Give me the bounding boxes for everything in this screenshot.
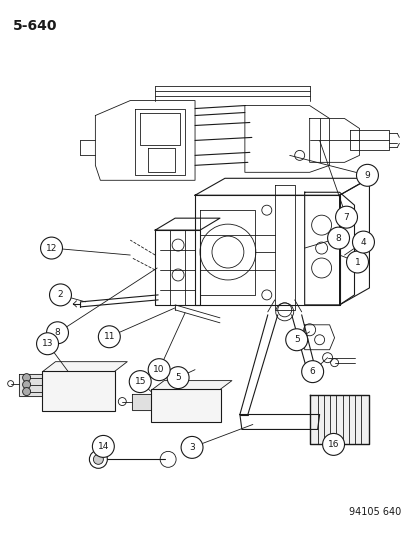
Text: 16: 16 <box>327 440 339 449</box>
Circle shape <box>23 374 31 382</box>
Text: 11: 11 <box>103 332 115 341</box>
Circle shape <box>346 251 368 273</box>
Circle shape <box>327 227 349 249</box>
Polygon shape <box>309 394 368 445</box>
Text: 7: 7 <box>343 213 349 222</box>
Circle shape <box>148 359 170 381</box>
Text: 8: 8 <box>335 233 341 243</box>
Circle shape <box>50 284 71 306</box>
Circle shape <box>36 333 58 354</box>
Circle shape <box>180 437 202 458</box>
Text: 5: 5 <box>175 373 180 382</box>
Circle shape <box>322 433 344 455</box>
Circle shape <box>46 322 68 344</box>
Circle shape <box>23 381 31 389</box>
Circle shape <box>98 326 120 348</box>
Text: 1: 1 <box>354 257 359 266</box>
Circle shape <box>301 361 323 383</box>
Circle shape <box>335 206 357 228</box>
Text: 8: 8 <box>55 328 60 337</box>
FancyBboxPatch shape <box>41 370 115 410</box>
Text: 13: 13 <box>42 339 53 348</box>
Circle shape <box>93 454 103 464</box>
Circle shape <box>129 370 151 393</box>
Text: 2: 2 <box>57 290 63 300</box>
Text: 10: 10 <box>153 365 164 374</box>
Circle shape <box>23 387 31 395</box>
Text: 6: 6 <box>309 367 315 376</box>
Text: 9: 9 <box>364 171 370 180</box>
Circle shape <box>351 231 373 253</box>
Text: 15: 15 <box>134 377 146 386</box>
Circle shape <box>92 435 114 457</box>
Polygon shape <box>19 374 43 395</box>
Text: 5: 5 <box>293 335 299 344</box>
Circle shape <box>356 164 377 186</box>
Polygon shape <box>132 393 152 409</box>
Text: 94105 640: 94105 640 <box>348 507 400 517</box>
Circle shape <box>40 237 62 259</box>
Polygon shape <box>43 362 127 372</box>
FancyBboxPatch shape <box>151 389 221 423</box>
Text: 12: 12 <box>46 244 57 253</box>
Text: 3: 3 <box>189 443 195 452</box>
Text: 14: 14 <box>97 442 109 451</box>
Circle shape <box>285 329 307 351</box>
Polygon shape <box>152 381 231 390</box>
Text: 5-640: 5-640 <box>13 19 57 33</box>
Text: 4: 4 <box>360 238 366 247</box>
Circle shape <box>167 367 189 389</box>
